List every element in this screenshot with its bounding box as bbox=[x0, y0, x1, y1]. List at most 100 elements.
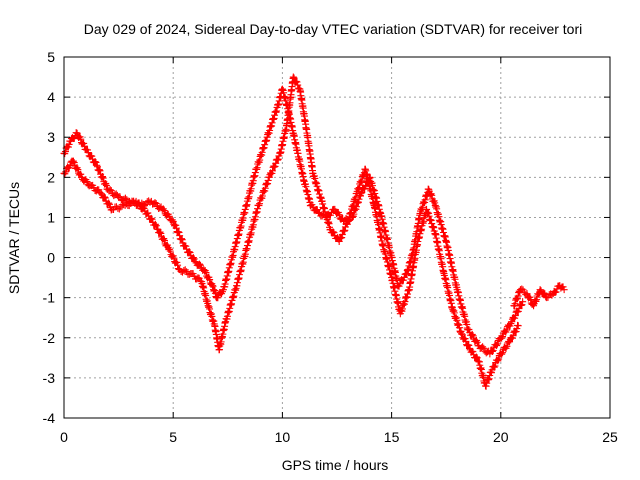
data-point bbox=[457, 330, 465, 338]
data-point-cluster bbox=[220, 245, 238, 291]
data-point-cluster bbox=[557, 283, 567, 292]
data-point-cluster bbox=[215, 318, 229, 354]
data-point-cluster bbox=[105, 186, 121, 200]
data-point-cluster bbox=[166, 245, 183, 273]
data-point-cluster bbox=[482, 368, 495, 390]
data-point-cluster bbox=[443, 238, 461, 291]
chart-title: Day 029 of 2024, Sidereal Day-to-day VTE… bbox=[84, 21, 583, 37]
y-tick-label: 4 bbox=[47, 89, 55, 105]
data-point bbox=[560, 286, 568, 294]
data-point-cluster bbox=[506, 321, 522, 343]
x-tick-label: 15 bbox=[384, 429, 400, 445]
data-point-cluster bbox=[449, 307, 465, 336]
data-point-cluster bbox=[296, 87, 310, 133]
data-point-cluster bbox=[253, 136, 271, 173]
data-point-cluster bbox=[498, 320, 515, 342]
data-point-cluster bbox=[87, 181, 104, 196]
data-point bbox=[93, 161, 101, 169]
data-point-cluster bbox=[244, 201, 262, 246]
data-point-cluster bbox=[425, 187, 439, 207]
x-axis-label: GPS time / hours bbox=[282, 457, 389, 473]
data-point-cluster bbox=[405, 241, 422, 294]
series-trace-c bbox=[510, 282, 568, 310]
y-tick-label: 2 bbox=[47, 169, 55, 185]
y-tick-label: 5 bbox=[47, 49, 55, 65]
data-point-cluster bbox=[417, 185, 432, 215]
data-point-cluster bbox=[266, 149, 284, 179]
data-point-cluster bbox=[397, 286, 413, 315]
data-point bbox=[191, 258, 199, 266]
data-point-cluster bbox=[303, 125, 317, 178]
data-point-cluster bbox=[242, 165, 260, 210]
data-point-cluster bbox=[344, 190, 360, 225]
data-point-cluster bbox=[414, 206, 430, 242]
data-point-cluster bbox=[93, 163, 111, 193]
data-point-cluster bbox=[403, 246, 417, 274]
data-point-cluster bbox=[308, 201, 322, 216]
data-point-cluster bbox=[214, 288, 226, 302]
series-trace-a bbox=[60, 85, 527, 358]
data-point bbox=[97, 189, 105, 197]
data-point-cluster bbox=[432, 230, 448, 276]
data-point-cluster bbox=[177, 266, 193, 278]
axes-ticks: 0 5 10 15 20 25 -4 -3 -2 -1 0 1 2 3 4 5 bbox=[43, 49, 618, 445]
data-point-cluster bbox=[170, 220, 187, 250]
data-point-cluster bbox=[155, 228, 172, 251]
data-point-cluster bbox=[133, 199, 150, 218]
data-point bbox=[289, 73, 297, 81]
y-tick-label: -4 bbox=[43, 410, 56, 426]
y-tick-label: -1 bbox=[43, 290, 56, 306]
x-tick-label: 0 bbox=[60, 429, 68, 445]
data-point-cluster bbox=[432, 203, 450, 244]
data-point-cluster bbox=[530, 288, 544, 308]
data-point bbox=[519, 298, 527, 306]
data-point-cluster bbox=[440, 272, 456, 312]
x-tick-label: 25 bbox=[602, 429, 618, 445]
data-point-cluster bbox=[467, 347, 482, 365]
data-point-cluster bbox=[144, 209, 161, 233]
data-point-cluster bbox=[290, 131, 301, 154]
data-point-cluster bbox=[277, 122, 290, 157]
data-point-cluster bbox=[222, 284, 240, 323]
data-point-cluster bbox=[309, 172, 325, 202]
data-point-cluster bbox=[69, 157, 85, 179]
data-point-cluster bbox=[159, 205, 176, 225]
data-point-cluster bbox=[181, 242, 198, 263]
data-point-cluster bbox=[379, 242, 395, 278]
data-point bbox=[514, 322, 522, 330]
data-point-cluster bbox=[294, 149, 308, 185]
data-point-cluster bbox=[233, 245, 251, 290]
series-trace-b bbox=[60, 73, 522, 390]
data-point-cluster bbox=[353, 165, 369, 195]
data-point-cluster bbox=[318, 197, 334, 234]
data-point-cluster bbox=[83, 146, 100, 167]
data-point-cluster bbox=[454, 288, 472, 334]
data-point-cluster bbox=[264, 101, 282, 139]
data-point-cluster bbox=[518, 285, 530, 299]
y-tick-label: 0 bbox=[47, 250, 55, 266]
data-point-cluster bbox=[255, 173, 273, 210]
x-tick-label: 5 bbox=[169, 429, 177, 445]
data-point-cluster bbox=[201, 267, 216, 288]
data-point-cluster bbox=[301, 180, 314, 210]
grid bbox=[64, 57, 610, 418]
data-point-cluster bbox=[362, 167, 378, 208]
data-point bbox=[536, 286, 544, 294]
data-point-cluster bbox=[423, 208, 439, 238]
plot-area bbox=[60, 73, 568, 390]
y-tick-label: 3 bbox=[47, 129, 55, 145]
data-point-cluster bbox=[370, 203, 387, 249]
data-point bbox=[335, 238, 343, 246]
data-point-cluster bbox=[336, 220, 351, 243]
y-tick-label: -3 bbox=[43, 370, 56, 386]
plot-frame bbox=[63, 56, 611, 419]
data-point-cluster bbox=[489, 349, 504, 371]
data-point-cluster bbox=[511, 287, 524, 310]
data-point-cluster bbox=[98, 191, 115, 214]
data-point-cluster bbox=[198, 280, 212, 307]
x-tick-label: 10 bbox=[275, 429, 291, 445]
data-point-cluster bbox=[74, 132, 89, 154]
data-point-cluster bbox=[149, 199, 165, 213]
y-tick-label: -2 bbox=[43, 330, 56, 346]
